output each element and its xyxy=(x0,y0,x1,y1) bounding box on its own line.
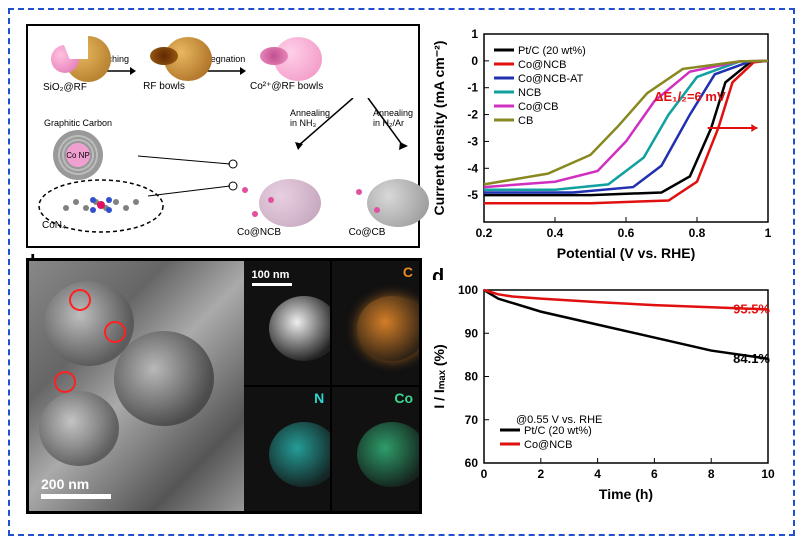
svg-text:6: 6 xyxy=(651,467,658,481)
svg-text:ΔE₁/₂=6 mV: ΔE₁/₂=6 mV xyxy=(654,89,726,104)
co-cb: Co@CB xyxy=(336,179,398,238)
rf-bowl xyxy=(140,37,188,81)
svg-text:Annealing: Annealing xyxy=(373,108,413,118)
tem-image: 200 nm xyxy=(29,261,244,511)
scalebar-inset: 100 nm xyxy=(252,269,292,286)
svg-text:@0.55 V vs. RHE: @0.55 V vs. RHE xyxy=(516,414,602,426)
anneal-arrows: Annealing in NH₃ Annealing in H₂/Ar xyxy=(278,98,418,153)
co-map: Co xyxy=(332,387,419,511)
co-rf-bowl xyxy=(250,37,298,81)
svg-text:8: 8 xyxy=(708,467,715,481)
svg-text:in H₂/Ar: in H₂/Ar xyxy=(373,118,404,128)
svg-text:2: 2 xyxy=(537,467,544,481)
svg-text:Pt/C (20 wt%): Pt/C (20 wt%) xyxy=(524,425,592,437)
svg-text:0.4: 0.4 xyxy=(547,226,564,240)
svg-text:0.2: 0.2 xyxy=(476,226,493,240)
svg-text:Pt/C (20 wt%): Pt/C (20 wt%) xyxy=(518,45,586,57)
chart-c-svg: 0.2 0.4 0.6 0.8 1 -5 -4 -3 -2 -1 0 1 Current density… xyxy=(430,24,780,264)
svg-text:1: 1 xyxy=(765,226,772,240)
svg-text:0.6: 0.6 xyxy=(618,226,635,240)
svg-text:4: 4 xyxy=(594,467,601,481)
svg-text:Potential (V vs. RHE): Potential (V vs. RHE) xyxy=(557,245,695,261)
svg-text:95.5%: 95.5% xyxy=(733,301,770,316)
svg-text:Time (h): Time (h) xyxy=(599,486,653,502)
svg-text:84.1%: 84.1% xyxy=(733,351,770,366)
n-map: N xyxy=(244,387,331,511)
sio2-sphere xyxy=(42,36,88,82)
svg-text:-1: -1 xyxy=(467,81,478,95)
chart-d-svg: 0 2 4 6 8 10 60 70 80 90 100 I / Iₘₐₓ (%) Time (h) Pt… xyxy=(430,280,780,505)
panel-b-tem: 200 nm 100 nm C N Co xyxy=(26,258,422,514)
svg-text:70: 70 xyxy=(465,413,479,427)
svg-text:100: 100 xyxy=(458,283,478,297)
svg-text:-3: -3 xyxy=(467,134,478,148)
rfbowl-label: RF bowls xyxy=(140,81,188,92)
svg-text:0: 0 xyxy=(471,54,478,68)
svg-text:-2: -2 xyxy=(467,108,478,122)
svg-text:-5: -5 xyxy=(467,188,478,202)
svg-text:Co@CB: Co@CB xyxy=(518,101,559,113)
haadf-cell: 100 nm xyxy=(244,261,331,385)
svg-text:I / Iₘₐₓ (%): I / Iₘₐₓ (%) xyxy=(431,344,447,408)
svg-text:-4: -4 xyxy=(467,161,478,175)
corfbowl-label: Co²⁺@RF bowls xyxy=(250,81,323,92)
c-map: C xyxy=(332,261,419,385)
scalebar-main: 200 nm xyxy=(41,476,111,499)
svg-text:60: 60 xyxy=(465,456,479,470)
svg-text:80: 80 xyxy=(465,370,479,384)
svg-text:CB: CB xyxy=(518,115,533,127)
panel-a-schematic: SiO₂@RF Etching RF bowls Impregnation Co… xyxy=(26,24,420,248)
svg-text:10: 10 xyxy=(761,467,775,481)
svg-text:Co@NCB: Co@NCB xyxy=(524,439,572,451)
svg-text:Current density (mA cm⁻²): Current density (mA cm⁻²) xyxy=(431,41,447,216)
svg-text:Co@NCB-AT: Co@NCB-AT xyxy=(518,73,584,85)
svg-text:1: 1 xyxy=(471,27,478,41)
zoom-lines xyxy=(138,146,238,206)
panel-c-chart: 0.2 0.4 0.6 0.8 1 -5 -4 -3 -2 -1 0 1 Current density… xyxy=(430,24,780,264)
svg-text:in NH₃: in NH₃ xyxy=(290,118,317,128)
svg-text:90: 90 xyxy=(465,326,479,340)
sio2-label: SiO₂@RF xyxy=(42,82,88,93)
svg-text:Annealing: Annealing xyxy=(290,108,330,118)
svg-text:Co@NCB: Co@NCB xyxy=(518,59,566,71)
svg-text:CoN₄: CoN₄ xyxy=(42,220,66,231)
svg-text:0: 0 xyxy=(481,467,488,481)
graphitic-inset: Graphitic Carbon Co NP xyxy=(38,118,118,182)
svg-text:0.8: 0.8 xyxy=(689,226,706,240)
svg-text:NCB: NCB xyxy=(518,87,541,99)
panel-d-chart: 0 2 4 6 8 10 60 70 80 90 100 I / Iₘₐₓ (%) Time (h) Pt… xyxy=(430,280,780,505)
